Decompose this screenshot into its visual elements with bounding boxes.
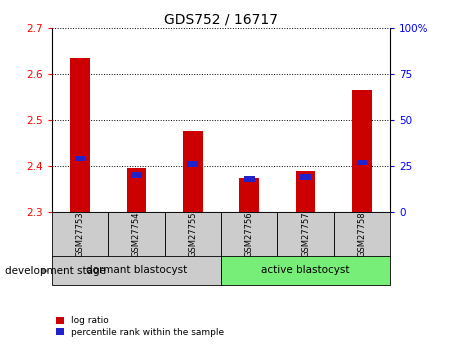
Bar xyxy=(131,172,142,178)
Bar xyxy=(221,256,390,285)
Bar xyxy=(108,212,165,257)
Text: GSM27753: GSM27753 xyxy=(76,212,84,257)
Bar xyxy=(352,90,372,212)
Bar xyxy=(127,168,146,212)
Bar xyxy=(300,174,311,180)
Text: active blastocyst: active blastocyst xyxy=(261,266,350,275)
Bar xyxy=(277,212,334,257)
Text: GSM27757: GSM27757 xyxy=(301,212,310,257)
Bar xyxy=(165,212,221,257)
Text: GSM27755: GSM27755 xyxy=(189,212,197,257)
Legend: log ratio, percentile rank within the sample: log ratio, percentile rank within the sa… xyxy=(56,316,224,337)
Text: GSM27756: GSM27756 xyxy=(245,212,253,257)
Bar xyxy=(356,160,368,165)
Bar xyxy=(296,171,315,212)
Bar xyxy=(52,212,108,257)
Bar xyxy=(221,212,277,257)
Text: dormant blastocyst: dormant blastocyst xyxy=(86,266,187,275)
Text: GSM27758: GSM27758 xyxy=(358,212,366,257)
Title: GDS752 / 16717: GDS752 / 16717 xyxy=(164,12,278,27)
Text: GSM27754: GSM27754 xyxy=(132,212,141,257)
Bar xyxy=(52,256,221,285)
Bar xyxy=(239,178,259,212)
Bar xyxy=(74,156,86,161)
Bar xyxy=(187,161,198,167)
Text: development stage: development stage xyxy=(5,266,106,276)
Bar xyxy=(70,58,90,212)
Bar xyxy=(183,131,202,212)
Bar xyxy=(244,176,255,182)
Bar xyxy=(334,212,390,257)
